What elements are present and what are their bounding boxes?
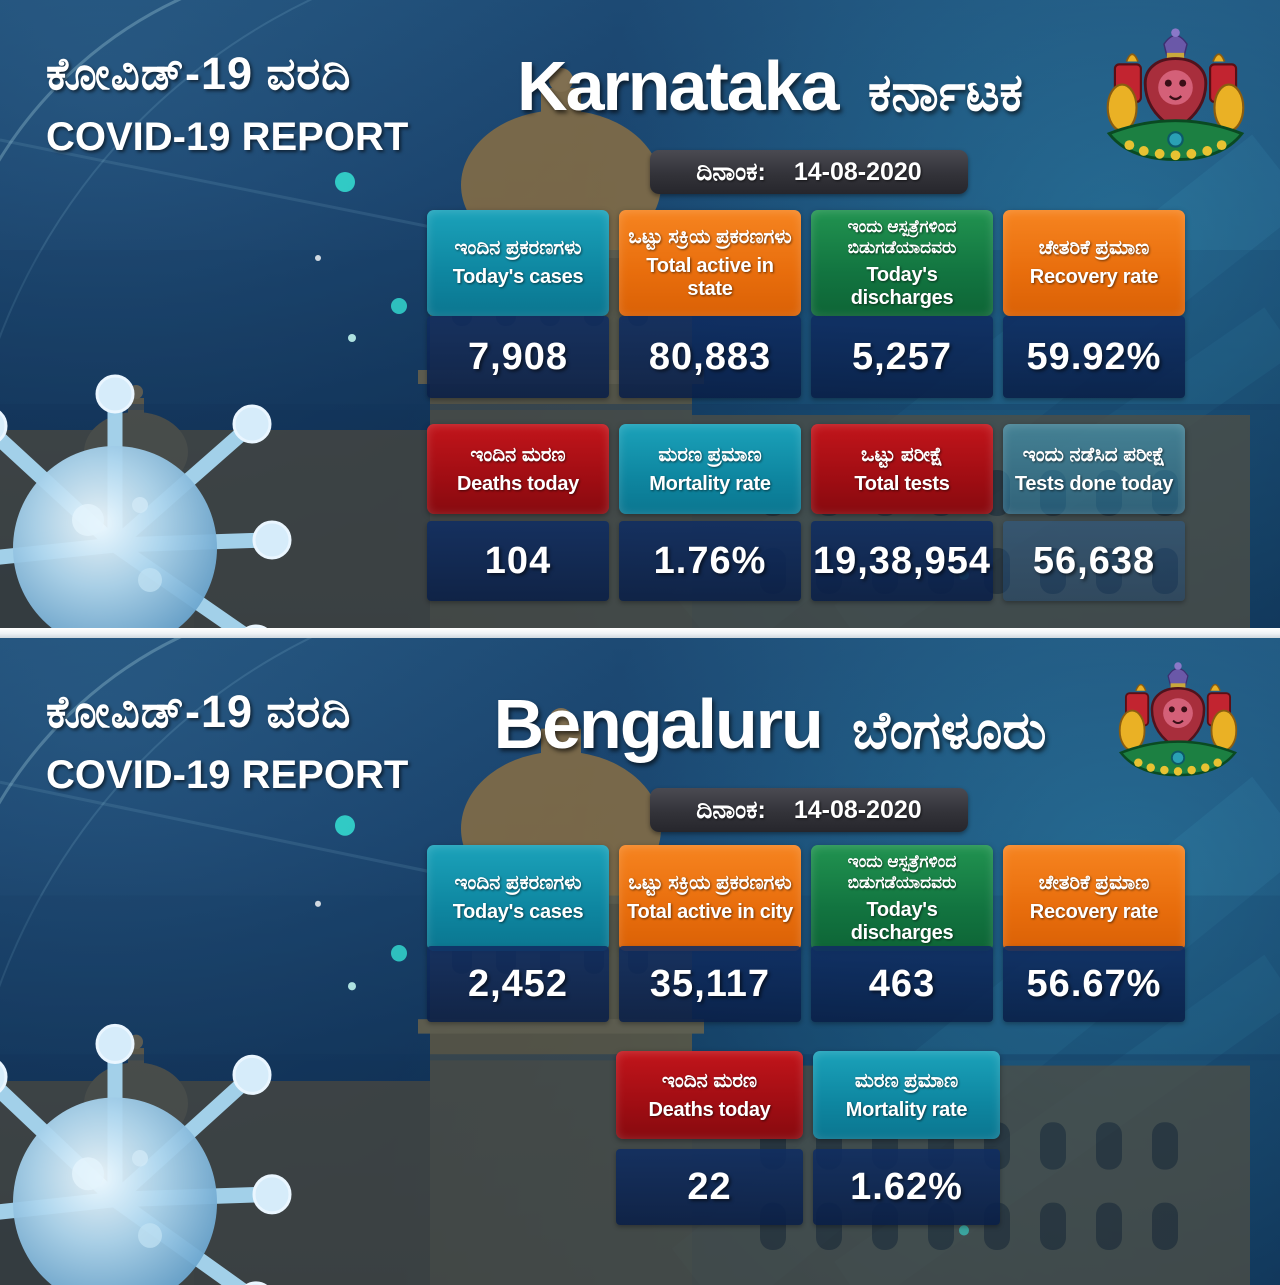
stat-value-total-tests: 19,38,954 — [811, 521, 993, 601]
stats-header-row-1: ಇಂದಿನ ಪ್ರಕರಣಗಳು Today's cases ಒಟ್ಟು ಸಕ್ರ… — [427, 210, 1185, 316]
stat-card-recovery-rate: ಚೇತರಿಕೆ ಪ್ರಮಾಣ Recovery rate — [1003, 845, 1185, 951]
stat-label-english: Today's cases — [452, 266, 584, 289]
stat-card-todays-cases: ಇಂದಿನ ಪ್ರಕರಣಗಳು Today's cases — [427, 210, 609, 316]
stat-label-kannada: ಇಂದು ನಡೆಸಿದ ಪರೀಕ್ಷೆ — [1022, 443, 1166, 466]
stat-card-mortality-rate: ಮರಣ ಪ್ರಮಾಣ Mortality rate — [619, 424, 801, 514]
coronavirus-illustration — [0, 374, 292, 628]
stat-label-english: Total tests — [854, 472, 950, 495]
stat-label-english: Recovery rate — [1029, 901, 1159, 924]
date-bar: ದಿನಾಂಕ: 14-08-2020 — [650, 150, 968, 194]
stat-label-english: Today's discharges — [850, 263, 954, 309]
stat-value-deaths-today: 104 — [427, 521, 609, 601]
report-title-block: ಕೋವಿಡ್-19 ವರದಿ COVID-19 REPORT — [46, 48, 408, 160]
karnataka-emblem-icon — [1106, 28, 1245, 162]
panel-title-kannada: ಬೆಂಗಳೂರು — [852, 702, 1047, 760]
stat-label-kannada: ಒಟ್ಟು ಪರೀಕ್ಷೆ — [861, 443, 943, 466]
stat-card-mortality-rate: ಮರಣ ಪ್ರಮಾಣ Mortality rate — [813, 1051, 1000, 1139]
stats-value-row-1: 2,452 35,117 463 56.67% — [427, 946, 1185, 1022]
stat-value-todays-discharges: 5,257 — [811, 316, 993, 398]
stat-label-english: Recovery rate — [1029, 266, 1159, 289]
stat-label-english: Today's cases — [452, 901, 584, 924]
stat-card-todays-discharges: ಇಂದು ಆಸ್ಪತ್ರೆಗಳಿಂದ ಬಿಡುಗಡೆಯಾದವರು Today's… — [811, 210, 993, 316]
stats-value-row-1: 7,908 80,883 5,257 59.92% — [427, 316, 1185, 398]
stat-label-kannada: ಇಂದು ಆಸ್ಪತ್ರೆಗಳಿಂದ ಬಿಡುಗಡೆಯಾದವರು — [847, 217, 957, 258]
stat-value-todays-discharges: 463 — [811, 946, 993, 1022]
stat-value-total-active: 35,117 — [619, 946, 801, 1022]
stat-label-english: Total active in city — [627, 901, 793, 924]
stat-label-english: Total active in state — [646, 254, 774, 300]
stat-value-mortality-rate: 1.76% — [619, 521, 801, 601]
stat-label-kannada: ಒಟ್ಟು ಸಕ್ರಿಯ ಪ್ರಕರಣಗಳು — [628, 225, 792, 248]
panel-title-english: Bengaluru — [493, 685, 824, 763]
panel-divider — [0, 628, 1280, 638]
stat-label-kannada: ಇಂದಿನ ಮರಣ — [470, 443, 566, 466]
coronavirus-illustration — [0, 1023, 292, 1285]
stat-value-recovery-rate: 56.67% — [1003, 946, 1185, 1022]
report-title-english: COVID-19 REPORT — [46, 753, 409, 797]
stat-card-recovery-rate: ಚೇತರಿಕೆ ಪ್ರಮಾಣ Recovery rate — [1003, 210, 1185, 316]
stat-label-english: Deaths today — [648, 1098, 771, 1121]
date-value: 14-08-2020 — [793, 795, 922, 824]
stat-label-kannada: ಚೇತರಿಕೆ ಪ್ರಮಾಣ — [1038, 872, 1150, 895]
stats-header-row-2: ಇಂದಿನ ಮರಣ Deaths today ಮರಣ ಪ್ರಮಾಣ Mortal… — [616, 1051, 1000, 1139]
stat-label-kannada: ಇಂದಿನ ಪ್ರಕರಣಗಳು — [454, 237, 582, 260]
stat-label-kannada: ಇಂದಿನ ಮರಣ — [661, 1069, 758, 1092]
stat-card-total-active: ಒಟ್ಟು ಸಕ್ರಿಯ ಪ್ರಕರಣಗಳು Total active in c… — [619, 845, 801, 951]
glow-dots — [315, 815, 969, 1236]
karnataka-emblem-icon — [1118, 662, 1238, 777]
stat-value-mortality-rate: 1.62% — [813, 1149, 1000, 1225]
karnataka-report-panel: ಕೋವಿಡ್-19 ವರದಿ COVID-19 REPORT Karnataka… — [0, 0, 1280, 628]
report-title-kannada: ಕೋವಿಡ್-19 ವರದಿ — [46, 48, 352, 99]
stat-label-english: Mortality rate — [649, 472, 771, 495]
stat-label-english: Deaths today — [457, 472, 579, 495]
report-title-block: ಕೋವಿಡ್-19 ವರದಿ COVID-19 REPORT — [46, 686, 408, 798]
stat-card-deaths-today: ಇಂದಿನ ಮರಣ Deaths today — [427, 424, 609, 514]
date-bar: ದಿನಾಂಕ: 14-08-2020 — [650, 788, 968, 832]
stat-card-todays-cases: ಇಂದಿನ ಪ್ರಕರಣಗಳು Today's cases — [427, 845, 609, 951]
report-title-kannada: ಕೋವಿಡ್-19 ವರದಿ — [46, 686, 352, 737]
bengaluru-report-panel: ಕೋವಿಡ್-19 ವರದಿ COVID-19 REPORT Bengaluru… — [0, 638, 1280, 1285]
stat-value-tests-done-today: 56,638 — [1003, 521, 1185, 601]
panel-title-kannada: ಕರ್ನಾಟಕ — [868, 64, 1023, 122]
date-value: 14-08-2020 — [793, 157, 922, 186]
stat-label-kannada: ಚೇತರಿಕೆ ಪ್ರಮಾಣ — [1038, 237, 1150, 260]
stat-card-total-tests: ಒಟ್ಟು ಪರೀಕ್ಷೆ Total tests — [811, 424, 993, 514]
stat-label-kannada: ಇಂದಿನ ಪ್ರಕರಣಗಳು — [454, 872, 582, 895]
panel-title: Bengaluru ಬೆಂಗಳೂರು — [420, 684, 1120, 764]
stat-card-total-active: ಒಟ್ಟು ಸಕ್ರಿಯ ಪ್ರಕರಣಗಳು Total active in s… — [619, 210, 801, 316]
stat-value-todays-cases: 7,908 — [427, 316, 609, 398]
stat-card-tests-done-today: ಇಂದು ನಡೆಸಿದ ಪರೀಕ್ಷೆ Tests done today — [1003, 424, 1185, 514]
stats-value-row-2: 104 1.76% 19,38,954 56,638 — [427, 521, 1185, 601]
stat-label-english: Tests done today — [1014, 472, 1174, 495]
date-label: ದಿನಾಂಕ: — [696, 157, 766, 186]
panel-title-english: Karnataka — [517, 47, 840, 125]
stat-value-recovery-rate: 59.92% — [1003, 316, 1185, 398]
stats-header-row-2: ಇಂದಿನ ಮರಣ Deaths today ಮರಣ ಪ್ರಮಾಣ Mortal… — [427, 424, 1185, 514]
panel-title: Karnataka ಕರ್ನಾಟಕ — [420, 46, 1120, 126]
stat-label-kannada: ಮರಣ ಪ್ರಮಾಣ — [658, 443, 762, 466]
stat-value-todays-cases: 2,452 — [427, 946, 609, 1022]
stat-value-deaths-today: 22 — [616, 1149, 803, 1225]
date-label: ದಿನಾಂಕ: — [696, 795, 766, 824]
stat-label-kannada: ಮರಣ ಪ್ರಮಾಣ — [854, 1069, 959, 1092]
stat-label-english: Today's discharges — [850, 898, 954, 944]
stat-label-kannada: ಒಟ್ಟು ಸಕ್ರಿಯ ಪ್ರಕರಣಗಳು — [628, 872, 792, 895]
stat-card-todays-discharges: ಇಂದು ಆಸ್ಪತ್ರೆಗಳಿಂದ ಬಿಡುಗಡೆಯಾದವರು Today's… — [811, 845, 993, 951]
stat-card-deaths-today: ಇಂದಿನ ಮರಣ Deaths today — [616, 1051, 803, 1139]
stats-header-row-1: ಇಂದಿನ ಪ್ರಕರಣಗಳು Today's cases ಒಟ್ಟು ಸಕ್ರ… — [427, 845, 1185, 951]
report-title-english: COVID-19 REPORT — [46, 115, 409, 159]
stat-label-kannada: ಇಂದು ಆಸ್ಪತ್ರೆಗಳಿಂದ ಬಿಡುಗಡೆಯಾದವರು — [847, 852, 957, 893]
stats-value-row-2: 22 1.62% — [616, 1149, 1000, 1225]
stat-value-total-active: 80,883 — [619, 316, 801, 398]
stat-label-english: Mortality rate — [845, 1098, 968, 1121]
